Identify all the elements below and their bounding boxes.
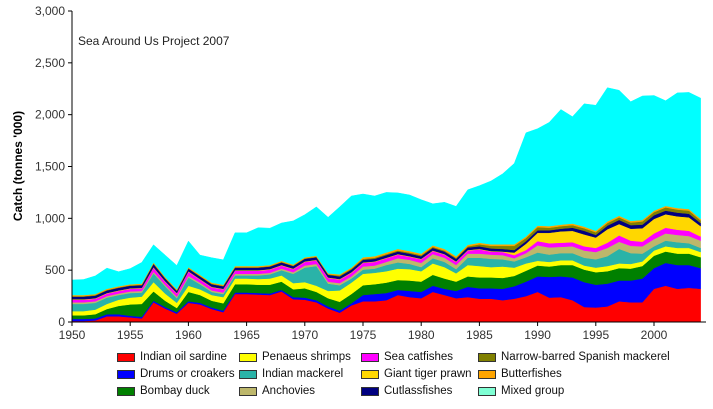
- legend-label: Indian mackerel: [262, 368, 344, 380]
- legend-label: Giant tiger prawn: [384, 368, 472, 380]
- legend-label: Penaeus shrimps: [262, 351, 351, 363]
- legend-item: Penaeus shrimps: [239, 349, 351, 365]
- y-ticks: 0 500 1,000 1,500 2,000 2,500 3,000: [35, 4, 72, 329]
- y-tick-label: 2,500: [35, 56, 65, 70]
- legend-swatch: [239, 369, 257, 379]
- x-tick-label: 1985: [466, 328, 493, 342]
- legend-label: Narrow-barred Spanish mackerel: [501, 351, 670, 363]
- area-layers: [71, 87, 701, 323]
- legend-item: Butterfishes: [478, 366, 562, 382]
- x-tick-label: 1950: [59, 328, 86, 342]
- x-tick-label: 1995: [582, 328, 609, 342]
- legend-swatch: [117, 352, 135, 362]
- y-axis-title: Catch (tonnes '000): [11, 111, 25, 221]
- legend-item: Anchovies: [239, 383, 315, 399]
- y-tick-label: 1,500: [35, 160, 65, 174]
- legend-label: Mixed group: [501, 385, 565, 397]
- legend-swatch: [117, 369, 135, 379]
- y-tick-label: 1,000: [35, 211, 65, 225]
- legend-label: Indian oil sardine: [140, 351, 227, 363]
- x-tick-label: 1955: [117, 328, 144, 342]
- x-tick-label: 1990: [524, 328, 551, 342]
- legend-item: Cutlassfishes: [361, 383, 452, 399]
- legend-label: Bombay duck: [140, 385, 210, 397]
- x-tick-label: 1975: [350, 328, 377, 342]
- x-tick-label: 1980: [408, 328, 435, 342]
- legend-swatch: [478, 369, 496, 379]
- legend-item: Mixed group: [478, 383, 564, 399]
- legend-swatch: [361, 386, 379, 396]
- legend-item: Bombay duck: [117, 383, 210, 399]
- x-ticks: 1950 1955 1960 1965 1970 1975 1980 1985 1990 1995…: [59, 322, 668, 342]
- legend-item: Giant tiger prawn: [361, 366, 472, 382]
- x-tick-label: 1960: [175, 328, 202, 342]
- legend-label: Sea catfishes: [384, 351, 454, 363]
- legend-swatch: [239, 352, 257, 362]
- legend: Indian oil sardine Drums or croakers Bomba…: [117, 349, 713, 405]
- x-tick-label: 2000: [641, 328, 668, 342]
- legend-item: Sea catfishes: [361, 349, 453, 365]
- legend-item: Indian mackerel: [239, 366, 343, 382]
- legend-swatch: [478, 386, 496, 396]
- y-tick-label: 0: [58, 315, 65, 329]
- legend-swatch: [478, 352, 496, 362]
- x-tick-label: 1965: [233, 328, 260, 342]
- legend-item: Narrow-barred Spanish mackerel: [478, 349, 670, 365]
- legend-swatch: [361, 369, 379, 379]
- y-tick-label: 500: [45, 263, 65, 277]
- legend-label: Cutlassfishes: [384, 385, 453, 397]
- legend-item: Indian oil sardine: [117, 349, 227, 365]
- legend-label: Anchovies: [262, 385, 316, 397]
- source-annotation: Sea Around Us Project 2007: [78, 34, 230, 48]
- legend-swatch: [361, 352, 379, 362]
- area-mixed-group: [71, 87, 701, 296]
- legend-swatch: [239, 386, 257, 396]
- y-tick-label: 2,000: [35, 108, 65, 122]
- x-tick-label: 1970: [291, 328, 318, 342]
- legend-label: Drums or croakers: [140, 368, 235, 380]
- legend-swatch: [117, 386, 135, 396]
- y-tick-label: 3,000: [35, 4, 65, 18]
- legend-item: Drums or croakers: [117, 366, 235, 382]
- legend-label: Butterfishes: [501, 368, 562, 380]
